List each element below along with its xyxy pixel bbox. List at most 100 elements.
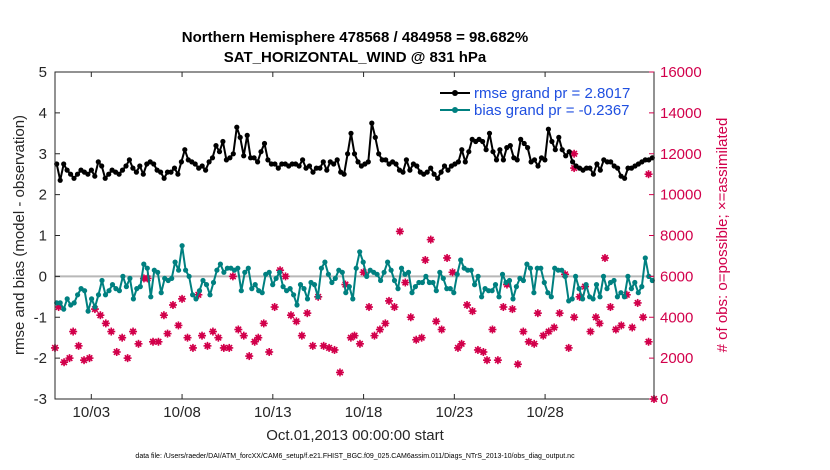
obs-count-dot (439, 326, 445, 333)
rmse-point (376, 151, 382, 157)
rmse-point (348, 130, 354, 136)
rmse-point (272, 161, 278, 167)
bias-point (287, 286, 293, 292)
obs-count-dot (602, 255, 608, 261)
obs-count-marker (483, 356, 492, 365)
bias-point (106, 288, 112, 294)
obs-count-dot (551, 324, 557, 331)
obs-count-dot (266, 349, 272, 355)
obs-count-marker (297, 331, 306, 340)
rmse-point (441, 163, 448, 169)
obs-count-dot (433, 318, 439, 324)
rmse-point (556, 134, 562, 140)
y-axis-left-ticks: -3 -2 -1 0 1 2 3 4 5 (34, 64, 60, 408)
bias-point (57, 300, 63, 306)
bias-point (127, 275, 133, 281)
bias-point (430, 279, 436, 286)
obs-count-marker (437, 325, 446, 334)
bias-point (92, 304, 98, 310)
bias-point (628, 286, 635, 292)
obs-count-marker (292, 317, 301, 326)
rmse-point (296, 163, 302, 169)
legend-bias-marker (452, 107, 458, 113)
rmse-point (480, 138, 486, 145)
obs-count-marker (208, 327, 217, 336)
obs-count-marker (168, 300, 177, 309)
rmse-point (462, 159, 468, 165)
obs-count-dot (377, 326, 383, 333)
bias-point (639, 284, 645, 290)
bias-point (510, 296, 516, 302)
obs-count-dot (408, 314, 414, 320)
rmse-point (203, 167, 209, 173)
obs-count-dot (241, 333, 247, 339)
bias-point (527, 265, 534, 271)
obs-count-marker (611, 325, 620, 334)
obs-count-marker (355, 339, 364, 348)
obs-count-dot (337, 369, 343, 376)
rmse-point (151, 161, 157, 167)
obs-count-dot (210, 328, 216, 335)
obs-count-marker (228, 272, 237, 281)
obs-count-dot (449, 269, 456, 275)
obs-count-marker (350, 331, 359, 340)
bias-point (381, 269, 387, 275)
bias-point (238, 288, 244, 294)
rmse-point (369, 120, 375, 126)
rmse-point (552, 147, 558, 153)
rmse-point (74, 171, 81, 177)
obs-count-dot (645, 171, 652, 177)
bias-point (217, 261, 223, 267)
obs-count-marker (375, 325, 384, 334)
bias-point (388, 267, 394, 273)
rmse-point (431, 171, 437, 177)
obs-count-marker (443, 253, 452, 262)
obs-count-marker (533, 309, 542, 318)
rmse-point (206, 159, 212, 165)
obs-count-dot (326, 345, 332, 351)
bias-point (391, 277, 398, 284)
rmse-point (594, 161, 600, 167)
obs-count-dot (475, 347, 481, 353)
bias-point (179, 243, 185, 249)
obs-count-dot (480, 349, 486, 355)
obs-count-dot (226, 345, 232, 351)
obs-count-dot (293, 318, 300, 324)
rmse-point (490, 149, 496, 155)
obs-count-marker (633, 298, 642, 307)
rmse-point (535, 163, 541, 169)
bias-point (642, 255, 648, 261)
rmse-point (230, 151, 236, 157)
bias-point (573, 273, 579, 279)
obs-count-marker (154, 337, 163, 346)
obs-count-marker (178, 294, 187, 303)
obs-count-marker (335, 368, 344, 377)
bias-point (242, 269, 248, 275)
obs-count-marker (508, 305, 517, 314)
y-tick-label: -1 (34, 309, 47, 326)
bias-point (419, 279, 425, 286)
obs-count-dot (66, 355, 73, 361)
bias-point (270, 282, 276, 288)
bias-point (311, 282, 318, 288)
bias-point (545, 290, 551, 296)
bias-point (513, 284, 520, 290)
obs-count-dot (571, 314, 577, 320)
obs-count-dot (402, 279, 408, 286)
obs-count-marker (406, 313, 415, 322)
rmse-point (116, 171, 122, 177)
bias-point (116, 288, 122, 294)
bias-point (562, 273, 568, 279)
obs-count-marker (265, 347, 274, 356)
obs-count-marker (270, 303, 279, 312)
rmse-point (331, 161, 337, 167)
obs-count-dot (175, 322, 182, 329)
y-right-tick-label: 16000 (660, 64, 702, 81)
rmse-point (545, 126, 552, 132)
bias-point (343, 290, 349, 296)
obs-count-marker (417, 333, 426, 342)
bias-point (621, 294, 628, 300)
bias-point (479, 294, 485, 300)
data-file-footer: data file: /Users/raeder/DAI/ATM_forcXX/… (135, 453, 575, 460)
obs-count-dot (366, 304, 372, 310)
